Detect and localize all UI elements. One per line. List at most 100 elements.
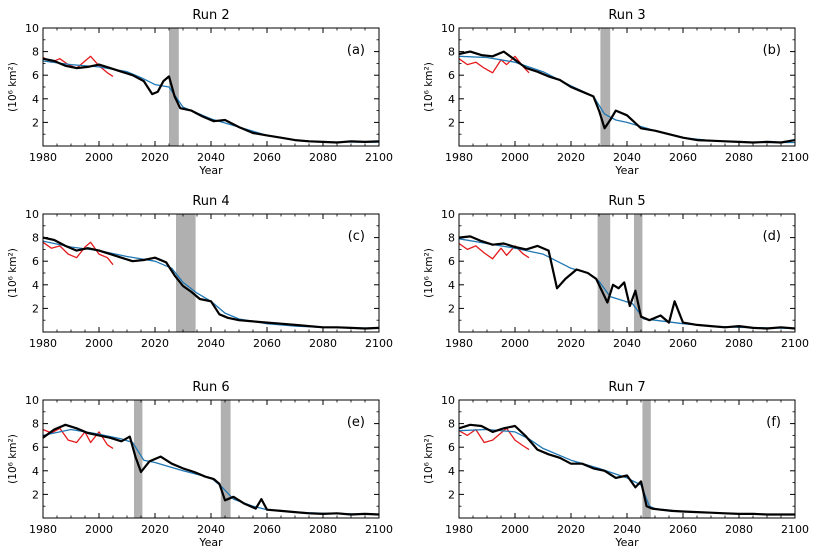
x-tick-label: 2080: [725, 337, 753, 350]
y-tick-label: 2: [448, 116, 455, 129]
x-tick-label: 2020: [141, 151, 169, 164]
y-tick-label: 2: [32, 302, 39, 315]
x-tick-label: 1980: [29, 337, 57, 350]
panel-3: 1980 2000 2020 2040 2060 2080 2100 2 4 6 8 10 Run 4 (…: [7, 194, 393, 350]
shaded-band: [169, 28, 179, 146]
x-tick-label: 2040: [613, 151, 641, 164]
y-tick-label: 6: [448, 69, 455, 82]
x-tick-label: 2100: [365, 151, 393, 164]
panel-title: Run 5: [608, 194, 645, 209]
y-tick-label: 6: [32, 69, 39, 82]
x-tick-label: 2060: [669, 523, 697, 536]
shaded-band: [176, 214, 196, 332]
red-series-line: [458, 242, 530, 260]
x-axis-label: Year: [614, 164, 639, 177]
black-series-line: [458, 50, 796, 144]
red-series-line: [42, 427, 114, 449]
y-tick-label: 4: [448, 279, 455, 292]
x-tick-label: 2040: [613, 337, 641, 350]
x-tick-label: 1980: [29, 523, 57, 536]
panel-label: (f): [766, 415, 781, 430]
black-series-line: [42, 57, 380, 144]
panel-label: (e): [347, 415, 365, 430]
shaded-band: [597, 214, 611, 332]
panel-5: 1980 2000 2020 2040 2060 2080 2100 2 4 6 8 10 Run 6 (…: [7, 380, 393, 549]
panel-title: Run 7: [608, 380, 645, 395]
y-tick-label: 4: [448, 465, 455, 478]
y-tick-label: 4: [32, 279, 39, 292]
y-tick-label: 8: [448, 232, 455, 245]
x-tick-label: 2020: [557, 151, 585, 164]
plot-frame: [458, 27, 796, 147]
y-axis-label: (10⁶ km²): [423, 248, 435, 298]
x-tick-label: 2000: [85, 151, 113, 164]
y-tick-label: 10: [25, 394, 39, 407]
panel-1: 1980 2000 2020 2040 2060 2080 2100 2 4 6 8 10 Run 2 (…: [7, 8, 393, 177]
y-tick-label: 2: [448, 488, 455, 501]
plot-frame: [42, 213, 380, 333]
shaded-band: [600, 28, 611, 146]
x-tick-label: 2000: [85, 523, 113, 536]
plot-frame: [458, 399, 796, 519]
panel-title: Run 3: [608, 8, 645, 23]
panel-title: Run 4: [192, 194, 229, 209]
black-series-line: [458, 235, 796, 330]
y-tick-label: 6: [32, 255, 39, 268]
x-axis-label: Year: [198, 164, 223, 177]
x-tick-label: 2100: [781, 151, 809, 164]
x-tick-label: 2040: [197, 523, 225, 536]
plot-frame: [458, 213, 796, 333]
red-series-line: [458, 55, 530, 74]
x-tick-label: 2060: [253, 337, 281, 350]
x-tick-label: 2080: [725, 523, 753, 536]
y-tick-label: 2: [448, 302, 455, 315]
y-tick-label: 6: [448, 255, 455, 268]
x-tick-label: 1980: [29, 151, 57, 164]
x-tick-label: 2000: [501, 337, 529, 350]
y-tick-label: 6: [32, 441, 39, 454]
black-series-line: [42, 236, 380, 330]
black-series-line: [42, 423, 380, 516]
panel-2: 1980 2000 2020 2040 2060 2080 2100 2 4 6 8 10 Run 3 (…: [423, 8, 809, 177]
y-tick-label: 10: [441, 22, 455, 35]
x-tick-label: 2040: [197, 337, 225, 350]
panel-title: Run 2: [192, 8, 229, 23]
x-tick-label: 2100: [781, 337, 809, 350]
shaded-band: [642, 400, 651, 518]
panel-4: 1980 2000 2020 2040 2060 2080 2100 2 4 6 8 10 Run 5 (…: [423, 194, 809, 350]
blue-series-line: [42, 240, 380, 329]
panel-6: 1980 2000 2020 2040 2060 2080 2100 2 4 6 8 10 Run 7 (…: [423, 380, 809, 549]
x-tick-label: 2000: [85, 337, 113, 350]
x-tick-label: 2020: [141, 523, 169, 536]
x-tick-label: 2100: [781, 523, 809, 536]
x-tick-label: 2080: [725, 151, 753, 164]
panel-label: (c): [348, 229, 365, 244]
x-tick-label: 2060: [669, 337, 697, 350]
panel-label: (d): [763, 229, 781, 244]
y-tick-label: 4: [448, 93, 455, 106]
x-tick-label: 2020: [557, 337, 585, 350]
y-tick-label: 10: [25, 22, 39, 35]
y-tick-label: 2: [32, 116, 39, 129]
shaded-band: [134, 400, 143, 518]
panel-title: Run 6: [192, 380, 229, 395]
x-tick-label: 1980: [445, 151, 473, 164]
x-tick-label: 1980: [445, 337, 473, 350]
y-tick-label: 10: [441, 208, 455, 221]
y-tick-label: 4: [32, 93, 39, 106]
x-tick-label: 2040: [197, 151, 225, 164]
x-tick-label: 2060: [253, 523, 281, 536]
x-tick-label: 1980: [445, 523, 473, 536]
x-tick-label: 2060: [669, 151, 697, 164]
plot-frame: [42, 27, 380, 147]
x-tick-label: 2060: [253, 151, 281, 164]
panel-label: (a): [347, 43, 365, 58]
y-tick-label: 6: [448, 441, 455, 454]
y-axis-label: (10⁶ km²): [7, 62, 19, 112]
x-tick-label: 2020: [141, 337, 169, 350]
x-tick-label: 2000: [501, 523, 529, 536]
shaded-band: [634, 214, 643, 332]
plot-frame: [42, 399, 380, 519]
red-series-line: [42, 241, 114, 266]
